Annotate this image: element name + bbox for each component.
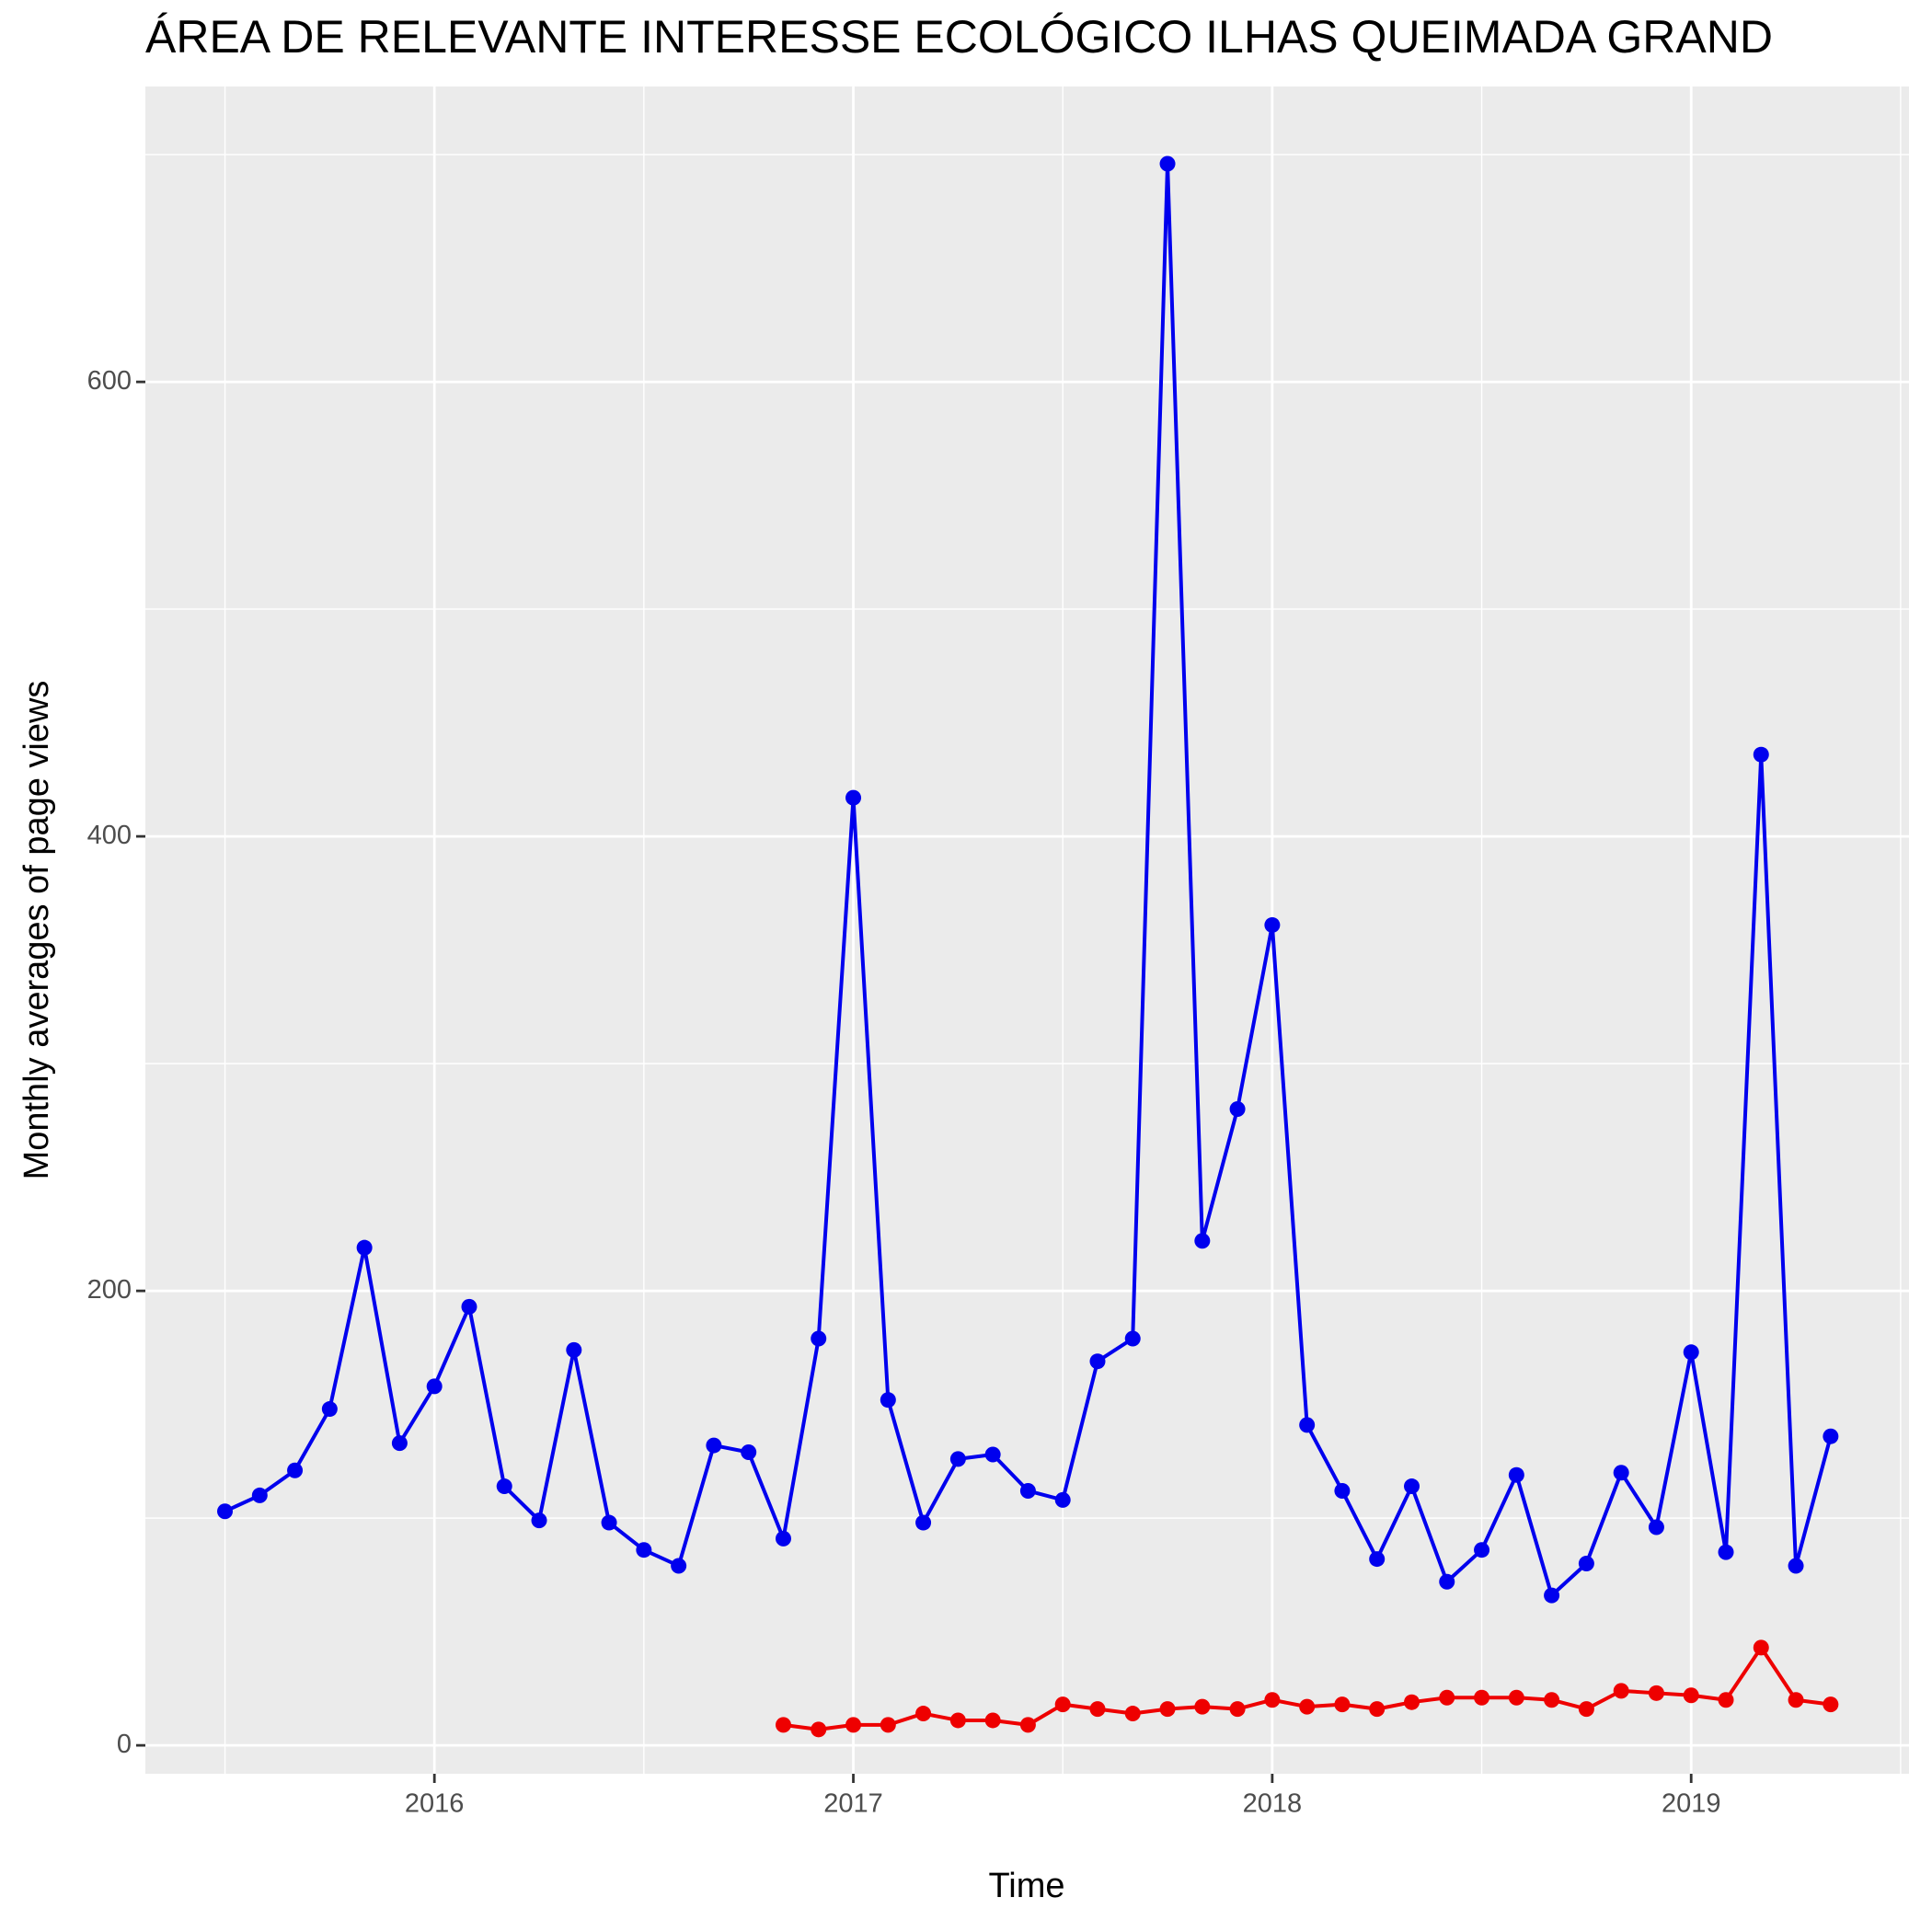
x-tick-label: 2016 xyxy=(405,1789,465,1819)
data-point xyxy=(636,1542,652,1558)
data-point xyxy=(1578,1556,1594,1572)
data-point xyxy=(811,1330,827,1347)
data-point xyxy=(775,1530,791,1547)
data-point xyxy=(461,1298,477,1315)
data-point xyxy=(1194,1698,1211,1715)
y-tick-label: 0 xyxy=(117,1730,132,1759)
chart-title: ÁREA DE RELEVANTE INTERESSE ECOLÓGICO IL… xyxy=(145,11,1773,63)
data-point xyxy=(1718,1544,1734,1560)
data-point xyxy=(1823,1428,1839,1444)
data-point xyxy=(1369,1701,1386,1718)
data-point xyxy=(1508,1689,1524,1706)
data-point xyxy=(915,1514,932,1531)
data-point xyxy=(1648,1519,1664,1535)
data-point xyxy=(1334,1696,1351,1713)
data-point xyxy=(1474,1689,1490,1706)
y-tick-label: 200 xyxy=(87,1275,132,1305)
data-point xyxy=(1753,1639,1769,1656)
data-point xyxy=(845,789,862,806)
data-point xyxy=(706,1437,722,1454)
y-tick-label: 600 xyxy=(87,366,132,396)
x-tick-label: 2018 xyxy=(1243,1789,1303,1819)
data-point xyxy=(1683,1344,1699,1361)
data-point xyxy=(1124,1706,1141,1722)
data-point xyxy=(1369,1551,1386,1568)
data-point xyxy=(1613,1465,1629,1481)
data-point xyxy=(949,1712,966,1729)
data-point xyxy=(1299,1698,1316,1715)
data-point xyxy=(1823,1696,1839,1713)
data-point xyxy=(217,1503,234,1520)
data-point xyxy=(1544,1692,1560,1708)
data-point xyxy=(601,1514,617,1531)
data-point xyxy=(1718,1692,1734,1708)
data-point xyxy=(671,1558,687,1574)
data-point xyxy=(1229,1701,1246,1718)
data-point xyxy=(1019,1717,1036,1733)
data-point xyxy=(1019,1482,1036,1499)
data-point xyxy=(426,1378,443,1395)
x-tick-label: 2019 xyxy=(1662,1789,1721,1819)
data-point xyxy=(1054,1696,1071,1713)
data-point xyxy=(1648,1685,1664,1701)
data-point xyxy=(1439,1573,1455,1590)
data-point xyxy=(1683,1687,1699,1704)
data-point xyxy=(1264,1692,1281,1708)
data-point xyxy=(566,1341,582,1358)
data-point xyxy=(984,1712,1001,1729)
data-point xyxy=(1124,1330,1141,1347)
data-point xyxy=(1508,1466,1524,1483)
data-point xyxy=(984,1446,1001,1463)
data-point xyxy=(880,1392,896,1409)
data-point xyxy=(775,1717,791,1733)
x-axis-title: Time xyxy=(988,1867,1064,1905)
data-point xyxy=(1089,1701,1106,1718)
data-point xyxy=(251,1487,268,1503)
data-point xyxy=(496,1478,512,1495)
data-point xyxy=(1054,1491,1071,1508)
panel xyxy=(145,86,1909,1774)
data-point xyxy=(321,1401,338,1418)
data-point xyxy=(1194,1233,1211,1249)
data-point xyxy=(1299,1417,1316,1433)
data-point xyxy=(1159,155,1176,172)
data-point xyxy=(1229,1101,1246,1118)
data-point xyxy=(1404,1694,1420,1710)
data-point xyxy=(356,1239,373,1256)
data-point xyxy=(1613,1683,1629,1699)
data-point xyxy=(1788,1558,1804,1574)
x-tick-label: 2017 xyxy=(823,1789,883,1819)
data-point xyxy=(949,1451,966,1467)
data-point xyxy=(1474,1542,1490,1558)
data-point xyxy=(1159,1701,1176,1718)
data-point xyxy=(1753,746,1769,763)
data-point xyxy=(1544,1587,1560,1604)
data-point xyxy=(1264,916,1281,933)
y-tick-label: 400 xyxy=(87,821,132,850)
data-point xyxy=(811,1721,827,1738)
data-point xyxy=(880,1717,896,1733)
data-point xyxy=(1788,1692,1804,1708)
data-point xyxy=(741,1443,757,1460)
data-point xyxy=(1578,1701,1594,1718)
data-point xyxy=(287,1462,304,1478)
data-point xyxy=(1439,1689,1455,1706)
data-point xyxy=(391,1435,408,1452)
data-point xyxy=(915,1706,932,1722)
data-point xyxy=(845,1717,862,1733)
data-point xyxy=(1089,1353,1106,1370)
data-point xyxy=(531,1512,547,1529)
data-point xyxy=(1334,1482,1351,1499)
data-point xyxy=(1404,1478,1420,1495)
y-axis-title: Monthly averages of page views xyxy=(17,681,56,1180)
